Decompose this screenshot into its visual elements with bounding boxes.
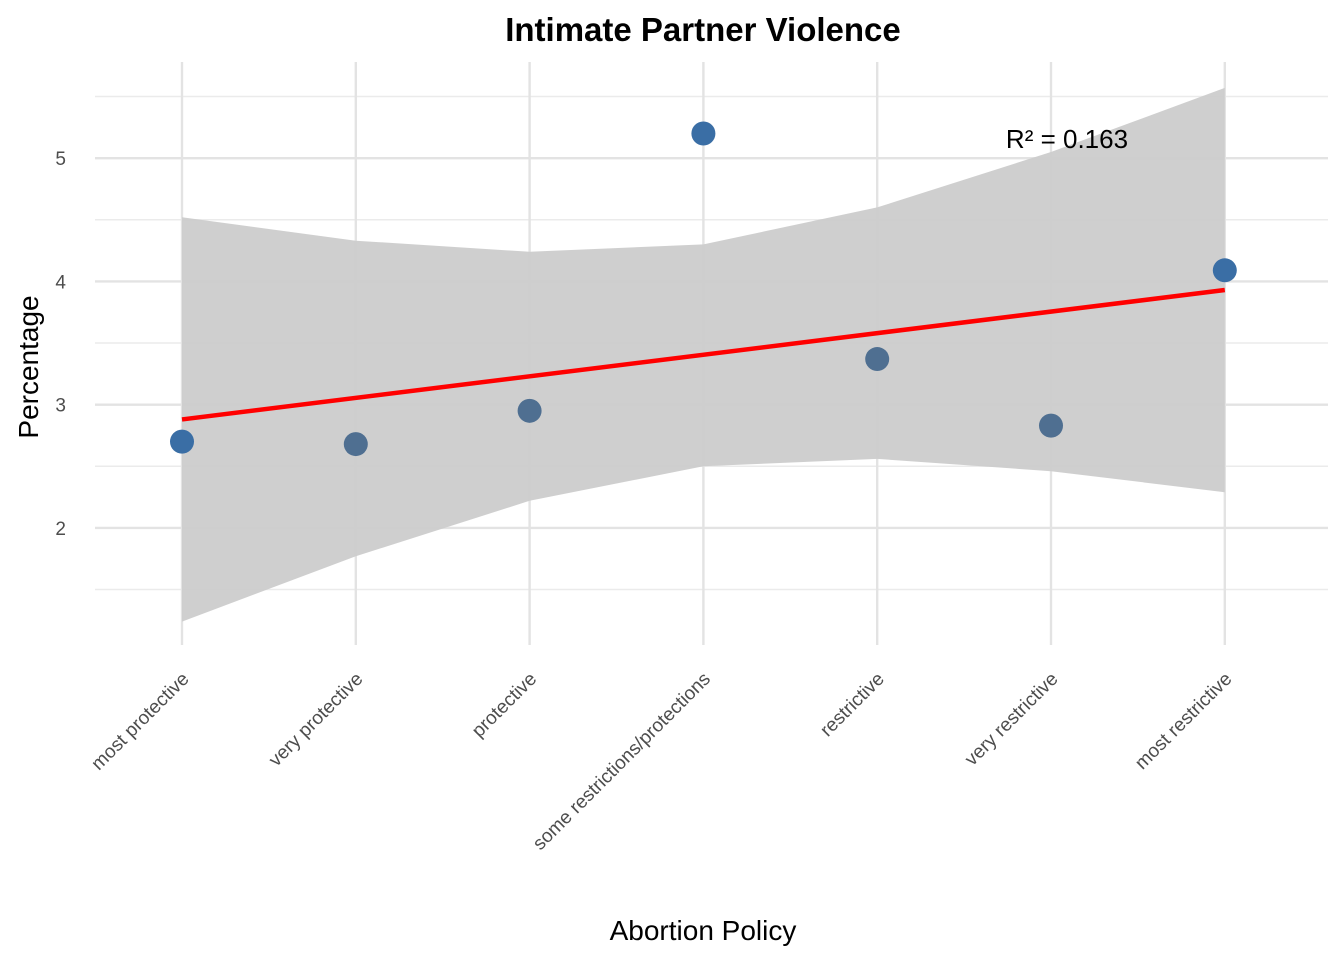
x-tick-label: most protective — [88, 669, 194, 775]
data-point — [517, 398, 542, 423]
x-tick-label: very restrictive — [961, 669, 1062, 770]
y-tick-label: 4 — [55, 272, 66, 293]
x-tick-labels: most protective very protective protective… — [88, 669, 1237, 855]
data-points — [170, 121, 1237, 457]
x-tick-label: most restrictive — [1131, 669, 1236, 774]
data-point — [1039, 413, 1063, 438]
data-point — [343, 432, 368, 457]
chart-title: Intimate Partner Violence — [505, 11, 901, 48]
x-tick-label: protective — [468, 669, 541, 742]
x-tick-label: some restrictions/protections — [529, 669, 715, 855]
y-tick-label: 2 — [55, 519, 66, 540]
r-squared-annotation: R² = 0.163 — [1006, 124, 1128, 154]
x-tick-label: very protective — [265, 669, 367, 771]
y-axis-title: Percentage — [13, 295, 44, 438]
y-tick-label: 3 — [55, 396, 66, 417]
data-point — [865, 347, 890, 372]
data-point — [170, 429, 194, 454]
y-tick-label: 5 — [55, 149, 66, 170]
x-tick-label: restrictive — [816, 669, 888, 741]
data-point — [691, 121, 716, 146]
data-point — [1212, 258, 1237, 283]
y-tick-labels: 2 3 4 5 — [55, 149, 66, 540]
regression-line — [181, 287, 1226, 422]
x-axis-title: Abortion Policy — [610, 915, 797, 946]
